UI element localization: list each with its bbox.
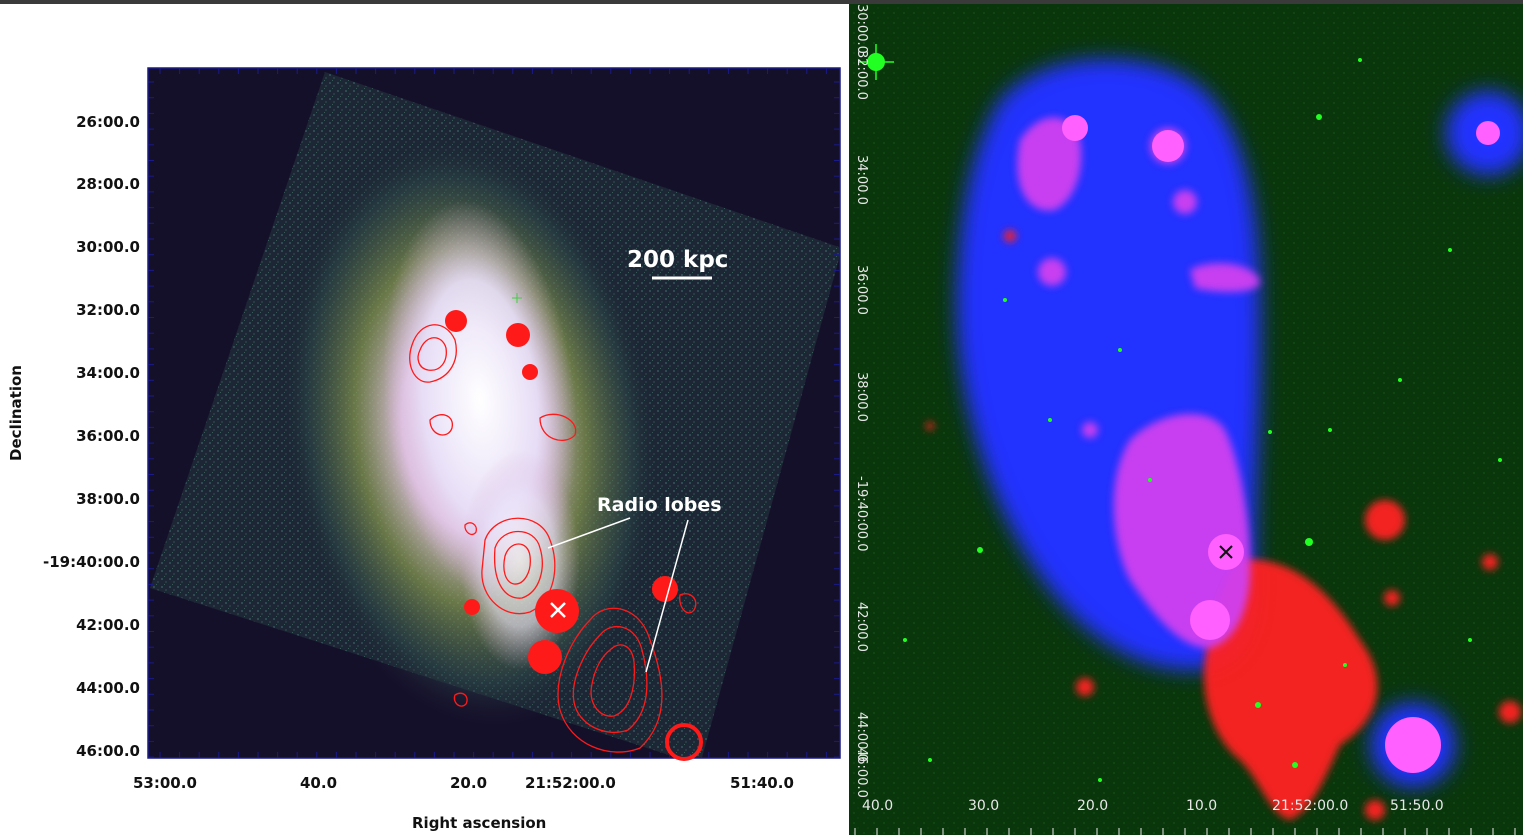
- x-tick-label: 21:52:00.0: [525, 774, 616, 792]
- right-y-tick-label: 38:00.0: [854, 372, 869, 422]
- green-cross-marker: [512, 293, 522, 303]
- right-y-tick-label: 42:00.0: [854, 602, 869, 652]
- annotation-arrow-2: [645, 519, 689, 673]
- y-tick-label: 38:00.0: [76, 490, 140, 508]
- axis-ticks: [148, 68, 840, 758]
- y-tick-label: 30:00.0: [76, 238, 140, 256]
- right-y-tick-label: 30:00.0: [854, 4, 869, 54]
- bright-magenta-sources: [1062, 115, 1500, 773]
- x-tick-label: 20.0: [450, 774, 488, 792]
- y-tick-label: 44:00.0: [76, 679, 140, 697]
- x-tick-label: 53:00.0: [133, 774, 197, 792]
- y-tick-label: 28:00.0: [76, 175, 140, 193]
- optical-stars: [858, 44, 1502, 782]
- right-panel-composite-image: 40.0 30.0 20.0 10.0 21:52:00.0 51:50.0 30:00.…: [849, 4, 1523, 835]
- cluster-tail: [460, 450, 580, 670]
- y-tick-label: 36:00.0: [76, 427, 140, 445]
- scale-bar-label: 200 kpc: [627, 247, 728, 273]
- y-tick-label: 46:00.0: [76, 742, 140, 760]
- radio-point-sources: [445, 310, 678, 674]
- radio-contours: [409, 324, 703, 761]
- right-axis-ticks: [854, 828, 1516, 835]
- right-x-tick-label: 51:50.0: [1390, 798, 1444, 814]
- right-x-tick-label: 21:52:00.0: [1272, 798, 1349, 814]
- right-x-tick-label: 20.0: [1077, 798, 1109, 814]
- right-x-tick-label: 10.0: [1186, 798, 1218, 814]
- left-panel-xray-image: 200 kpc Radio lobes Declination Right as…: [0, 4, 849, 835]
- right-y-tick-label: 46:00.0: [854, 748, 869, 798]
- right-x-tick-label: 30.0: [968, 798, 1000, 814]
- annotation-arrow-1: [547, 517, 631, 549]
- y-tick-label: 26:00.0: [76, 113, 140, 131]
- right-y-tick-label: 32:00.0: [854, 50, 869, 100]
- y-tick-label: -19:40:00.0: [43, 553, 140, 571]
- radio-lobes-annotation: Radio lobes: [597, 494, 722, 516]
- x-tick-label: 40.0: [300, 774, 338, 792]
- bcg-x-marker: [550, 602, 566, 618]
- right-x-tick-label: 40.0: [862, 798, 894, 814]
- y-tick-label: 32:00.0: [76, 301, 140, 319]
- right-y-tick-label: 36:00.0: [854, 265, 869, 315]
- y-tick-label: 34:00.0: [76, 364, 140, 382]
- x-axis-title: Right ascension: [412, 814, 547, 832]
- top-window-border: [0, 0, 1523, 4]
- y-tick-label: 42:00.0: [76, 616, 140, 634]
- radio-emission-red: [926, 230, 1521, 820]
- right-y-tick-label: 34:00.0: [854, 155, 869, 205]
- plot-frame: [147, 67, 841, 759]
- x-tick-label: 51:40.0: [730, 774, 794, 792]
- bcg-x-marker-right: [1219, 545, 1233, 559]
- right-y-tick-label: -19:40:00.0: [854, 476, 869, 552]
